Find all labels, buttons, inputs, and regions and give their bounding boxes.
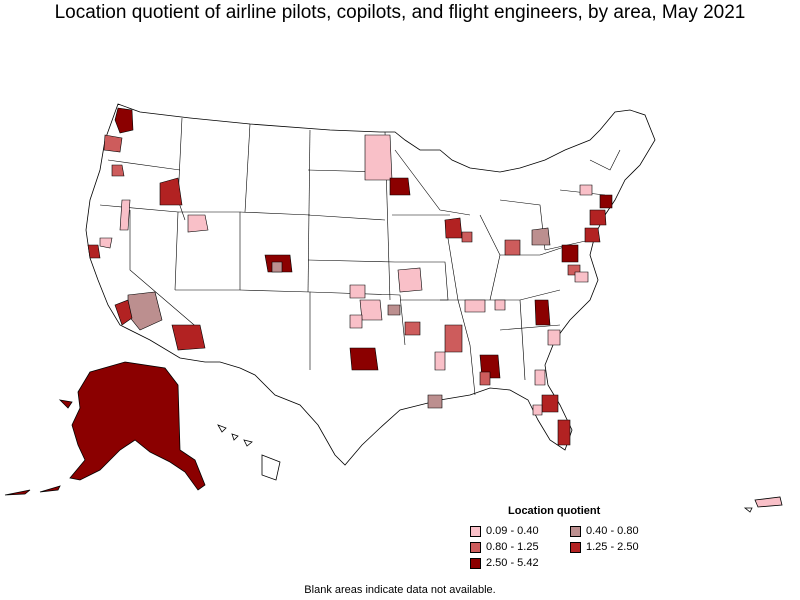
- alaska-shape: [69, 361, 206, 491]
- legend-swatch: [570, 541, 581, 553]
- legend-title: Location quotient: [508, 505, 601, 517]
- legend-swatch: [470, 541, 481, 553]
- area-tallahassee: [534, 369, 546, 386]
- area-colorado-springs: [271, 261, 283, 273]
- area-louisville: [504, 239, 521, 256]
- area-mobile: [427, 394, 443, 409]
- legend-swatch: [570, 525, 581, 537]
- area-nashville: [464, 299, 486, 313]
- area-tampa: [532, 404, 543, 416]
- area-memphis: [444, 324, 463, 353]
- legend-swatch: [470, 557, 481, 569]
- legend-label: 0.09 - 0.40: [486, 525, 539, 537]
- area-boise: [159, 177, 183, 206]
- area-minneapolis: [389, 177, 411, 196]
- legend: Location quotient 0.09 - 0.40 0.40 - 0.8…: [470, 505, 670, 569]
- legend-item: 0.80 - 1.25: [470, 541, 570, 553]
- area-slc: [187, 214, 209, 233]
- legend-swatch: [470, 525, 481, 537]
- area-montgomery: [479, 371, 491, 386]
- area-dallas: [349, 347, 379, 371]
- legend-label: 2.50 - 5.42: [486, 557, 539, 569]
- area-miami: [557, 419, 571, 446]
- area-philadelphia: [584, 227, 601, 243]
- legend-label: 0.40 - 0.80: [586, 525, 639, 537]
- area-redding: [119, 199, 131, 231]
- area-dc: [561, 244, 579, 263]
- hawaii: [217, 424, 281, 481]
- area-ok-south: [349, 314, 363, 329]
- puerto-rico: [743, 496, 783, 513]
- area-fargo: [364, 134, 393, 181]
- area-pittsburgh: [531, 227, 551, 246]
- area-chicago: [461, 231, 473, 243]
- area-wichita: [349, 284, 366, 299]
- area-salem: [111, 164, 125, 177]
- area-reno: [99, 237, 113, 249]
- legend-label: 1.25 - 2.50: [586, 541, 639, 553]
- area-tulsa: [387, 304, 401, 316]
- alaska: [4, 361, 206, 496]
- area-seattle: [114, 107, 134, 134]
- area-jackson: [434, 351, 446, 371]
- area-milwaukee: [444, 217, 463, 239]
- area-orlando: [541, 394, 559, 413]
- area-charlotte: [534, 299, 551, 326]
- footnote: Blank areas indicate data not available.: [304, 584, 496, 596]
- area-knoxville: [494, 299, 506, 311]
- area-la: [114, 299, 133, 326]
- area-sf: [87, 244, 101, 259]
- area-nyc: [589, 209, 607, 226]
- legend-item: 1.25 - 2.50: [570, 541, 670, 553]
- map-title: Location quotient of airline pilots, cop…: [54, 2, 746, 23]
- legend-label: 0.80 - 1.25: [486, 541, 539, 553]
- legend-item: 0.40 - 0.80: [570, 525, 670, 537]
- area-albany: [579, 184, 593, 196]
- area-columbia: [547, 329, 561, 346]
- area-norfolk: [574, 271, 589, 283]
- area-hartford: [599, 194, 613, 209]
- area-shreveport: [404, 321, 421, 336]
- area-phoenix: [171, 324, 206, 351]
- area-okc: [359, 299, 383, 321]
- legend-item: 2.50 - 5.42: [470, 557, 570, 569]
- area-portland: [103, 134, 123, 153]
- legend-item: 0.09 - 0.40: [470, 525, 570, 537]
- area-kc: [397, 267, 423, 293]
